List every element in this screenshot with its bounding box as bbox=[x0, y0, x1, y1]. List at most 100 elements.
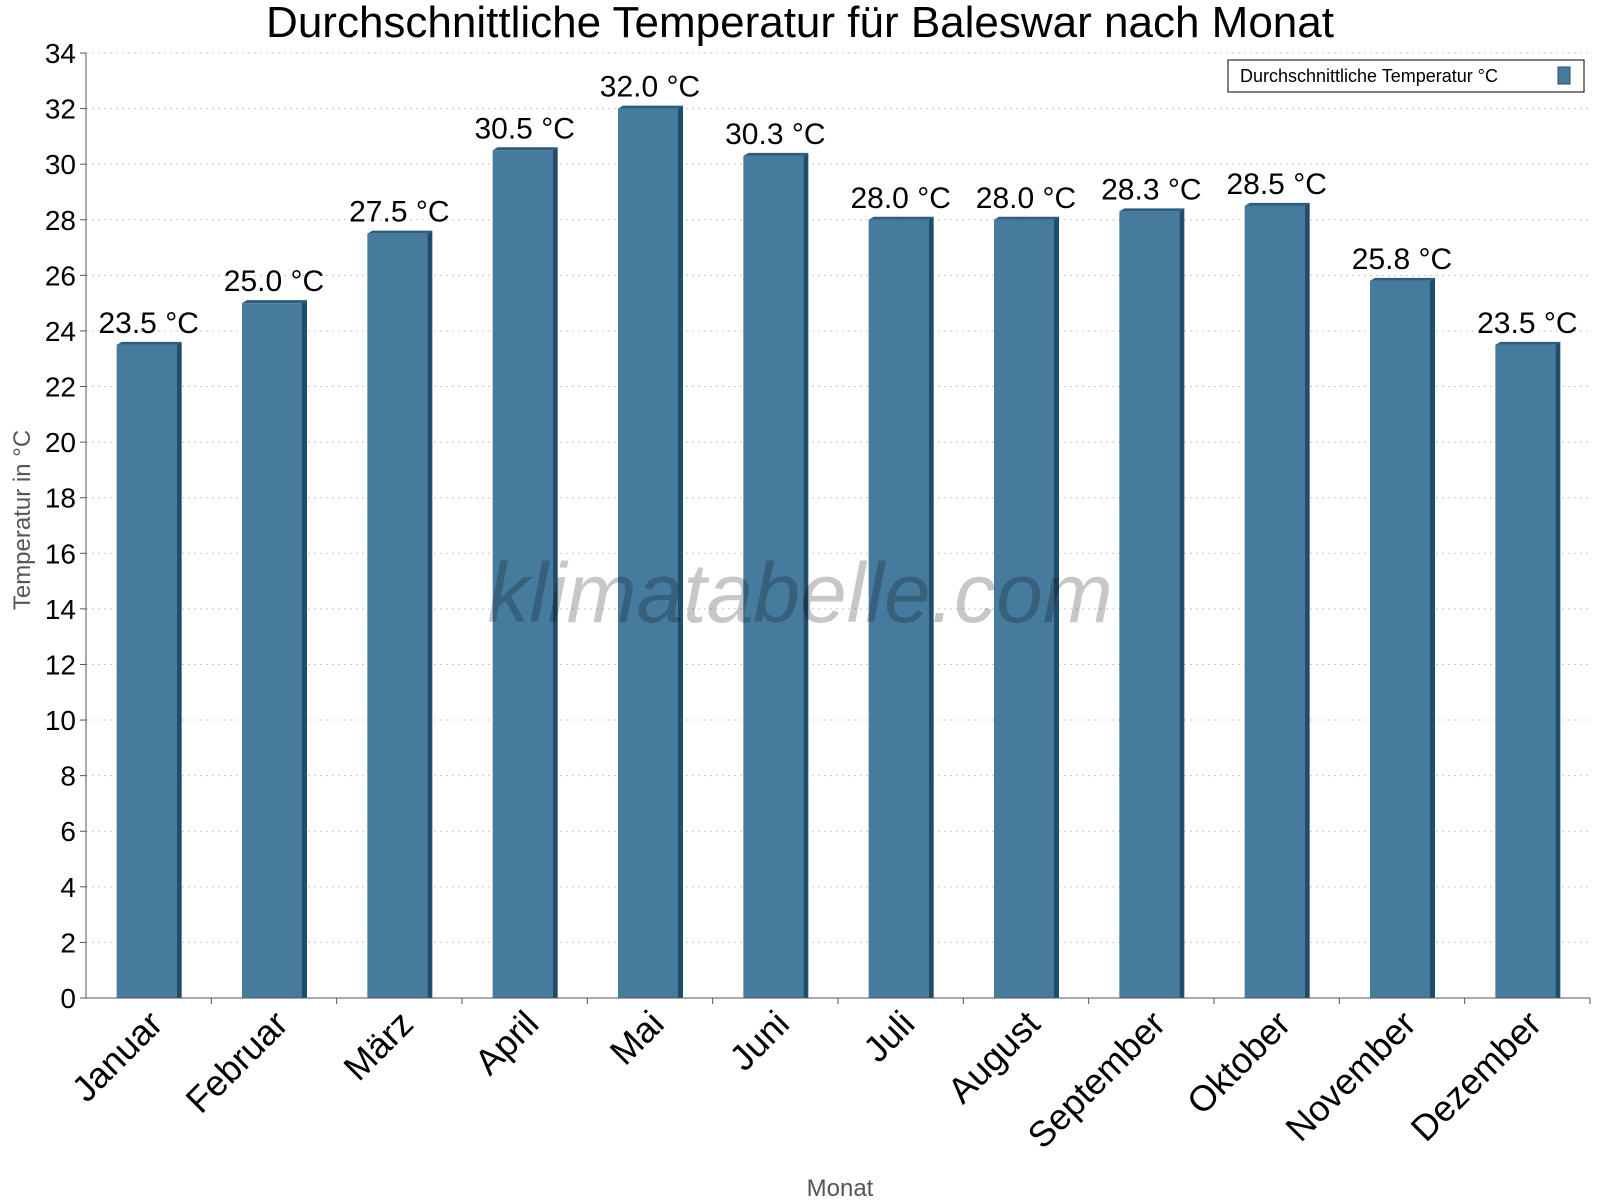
bar bbox=[242, 300, 307, 998]
data-label: 30.5 °C bbox=[474, 112, 574, 145]
x-tick-label: November bbox=[1277, 1003, 1423, 1149]
data-label: 30.3 °C bbox=[725, 118, 825, 151]
bar-face bbox=[868, 219, 929, 998]
bar bbox=[367, 230, 433, 999]
bar-face bbox=[743, 155, 804, 998]
bar bbox=[1495, 341, 1561, 998]
x-tick-label: September bbox=[1019, 1003, 1173, 1157]
bar-face bbox=[994, 219, 1054, 998]
legend: Durchschnittliche Temperatur °C bbox=[1227, 59, 1585, 93]
bar-face bbox=[1119, 211, 1180, 999]
y-tick-label: 22 bbox=[45, 372, 76, 403]
data-label: 25.0 °C bbox=[224, 265, 324, 298]
x-axis: Januar Februar März April Mai Juni Juli AugustS… bbox=[63, 997, 1591, 1157]
y-axis-title: Temperatur in °C bbox=[9, 430, 36, 610]
data-label: 23.5 °C bbox=[98, 307, 198, 340]
bar bbox=[868, 216, 934, 998]
y-tick-label: 18 bbox=[45, 483, 76, 514]
bar-side bbox=[1555, 341, 1561, 998]
bar bbox=[1119, 208, 1185, 999]
bar-side bbox=[1054, 216, 1059, 998]
y-tick-label: 24 bbox=[45, 316, 76, 347]
bar-side bbox=[176, 341, 182, 998]
x-tick-label: Mai bbox=[602, 1003, 672, 1073]
gridlines bbox=[86, 52, 1590, 943]
legend-label: Durchschnittliche Temperatur °C bbox=[1240, 66, 1498, 86]
bar bbox=[743, 152, 809, 998]
bar-top bbox=[1370, 277, 1435, 281]
y-tick-label: 30 bbox=[45, 149, 76, 180]
x-tick-label: Juni bbox=[721, 1003, 797, 1079]
y-tick-label: 16 bbox=[45, 538, 76, 569]
x-tick-label: Februar bbox=[178, 1003, 296, 1121]
bar-top bbox=[242, 300, 307, 304]
bar-top bbox=[743, 152, 809, 156]
chart-title: Durchschnittliche Temperatur für Baleswa… bbox=[266, 0, 1334, 47]
y-tick-label: 0 bbox=[60, 983, 76, 1014]
bar-face bbox=[618, 108, 678, 998]
bar-top bbox=[492, 147, 558, 151]
data-label: 27.5 °C bbox=[349, 196, 449, 229]
x-tick-label: Juli bbox=[855, 1003, 922, 1070]
bar-side bbox=[803, 152, 809, 998]
bar-face bbox=[1370, 280, 1430, 999]
bar-top bbox=[994, 216, 1059, 220]
legend-swatch bbox=[1557, 66, 1571, 85]
bar-side bbox=[552, 147, 558, 998]
y-tick-label: 28 bbox=[45, 205, 76, 236]
legend-box bbox=[1227, 59, 1585, 93]
y-tick-label: 20 bbox=[45, 427, 76, 458]
y-tick-label: 26 bbox=[45, 260, 76, 291]
x-tick-label: Oktober bbox=[1179, 1003, 1299, 1123]
bar-top bbox=[1119, 208, 1185, 212]
bar bbox=[116, 341, 182, 998]
bar bbox=[994, 216, 1059, 998]
data-label: 25.8 °C bbox=[1352, 243, 1452, 276]
x-tick-label: Dezember bbox=[1403, 1003, 1549, 1149]
data-labels: 23.5 °C 25.0 °C 27.5 °C 30.5 °C 32.0 °C 30.3 … bbox=[98, 71, 1577, 340]
bar-side bbox=[302, 300, 307, 998]
bar-side bbox=[1179, 208, 1185, 999]
bar-face bbox=[1495, 344, 1556, 998]
x-tick-label: April bbox=[466, 1003, 546, 1083]
bar-top bbox=[116, 341, 182, 345]
data-label: 28.3 °C bbox=[1101, 173, 1201, 206]
bar-side bbox=[1430, 277, 1435, 999]
bar-top bbox=[868, 216, 934, 220]
watermark: klimatabelle.com bbox=[487, 546, 1113, 640]
x-axis-title: Monat bbox=[807, 1175, 874, 1200]
bar-side bbox=[427, 230, 433, 999]
x-tick-label: August bbox=[939, 1003, 1047, 1111]
bar-top bbox=[367, 230, 433, 234]
data-label: 28.0 °C bbox=[850, 182, 950, 215]
bar-face bbox=[1244, 205, 1305, 998]
bar bbox=[1370, 277, 1435, 999]
y-tick-label: 2 bbox=[60, 927, 76, 958]
x-tick-label: Januar bbox=[63, 1003, 170, 1110]
y-tick-label: 32 bbox=[45, 94, 76, 125]
bar bbox=[618, 105, 683, 998]
bar-side bbox=[1304, 202, 1310, 998]
y-tick-label: 12 bbox=[45, 649, 76, 680]
bar-side bbox=[678, 105, 683, 998]
y-tick-label: 6 bbox=[60, 816, 76, 847]
data-label: 32.0 °C bbox=[600, 71, 700, 104]
y-tick-label: 14 bbox=[45, 594, 76, 625]
bar-face bbox=[116, 344, 177, 998]
data-label: 28.5 °C bbox=[1226, 168, 1326, 201]
data-label: 28.0 °C bbox=[976, 182, 1076, 215]
x-tick-label: März bbox=[335, 1003, 421, 1089]
y-tick-label: 8 bbox=[60, 761, 76, 792]
bar-face bbox=[242, 303, 302, 998]
y-tick-label: 34 bbox=[45, 38, 76, 69]
data-label: 23.5 °C bbox=[1477, 307, 1577, 340]
bar-face bbox=[367, 233, 428, 999]
bar-top bbox=[618, 105, 683, 109]
y-tick-label: 4 bbox=[60, 872, 76, 903]
bars bbox=[116, 105, 1561, 999]
y-tick-label: 10 bbox=[45, 705, 76, 736]
bar-top bbox=[1495, 341, 1561, 345]
bar bbox=[492, 147, 558, 998]
